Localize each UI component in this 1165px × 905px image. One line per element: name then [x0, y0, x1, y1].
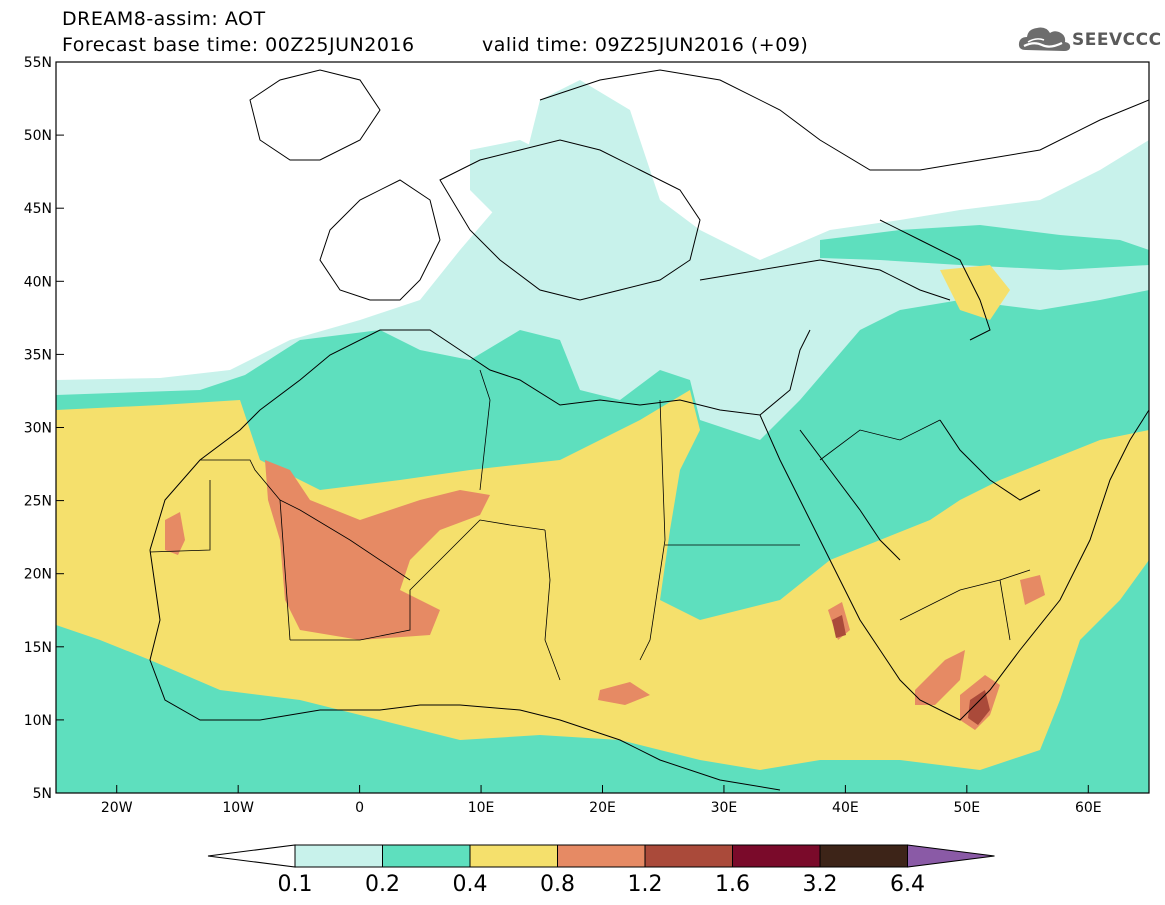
lon-tick-label: 10E [468, 800, 495, 816]
aot-band-1.2 [832, 615, 990, 725]
colorbar-level-label: 3.2 [803, 872, 838, 897]
lon-tick-label: 40E [832, 800, 859, 816]
lon-tick-label: 10W [222, 800, 254, 816]
colorbar-cell [732, 844, 821, 868]
seevccc-logo: SEEVCCC [1016, 22, 1161, 58]
lat-tick-label: 5N [33, 786, 52, 802]
lat-axis: 55N 50N 45N 40N 35N 30N 25N 20N 15N 10N 5N [24, 55, 64, 802]
lon-tick-label: 60E [1075, 800, 1102, 816]
logo-text: SEEVCCC [1072, 30, 1162, 50]
colorbar-cell [382, 844, 471, 868]
lat-tick-label: 50N [24, 128, 52, 144]
colorbar-level-label: 0.4 [453, 872, 488, 897]
colorbar-over-arrow [907, 844, 995, 868]
country-borders [149, 369, 1031, 681]
lat-tick-label: 25N [24, 494, 52, 510]
colorbar-cell [469, 844, 558, 868]
colorbar-under-arrow [207, 844, 296, 868]
colorbar-cell [557, 844, 646, 868]
cloud-icon [1018, 27, 1071, 51]
lat-tick-label: 45N [24, 201, 52, 217]
colorbar-level-label: 0.8 [540, 872, 575, 897]
coastlines [149, 69, 1149, 791]
lat-tick-label: 40N [24, 274, 52, 290]
lat-tick-label: 20N [24, 567, 52, 583]
colorbar-level-label: 6.4 [890, 872, 925, 897]
colorbar-cell [294, 844, 383, 868]
lat-tick-label: 35N [24, 347, 52, 363]
lat-tick-label: 55N [24, 55, 52, 71]
aot-field [56, 62, 1149, 793]
colorbar-cell [644, 844, 733, 868]
forecast-base-time: Forecast base time: 00Z25JUN2016 [62, 34, 415, 56]
aot-band-0.4 [56, 265, 1149, 770]
map-title: DREAM8-assim: AOT [62, 8, 266, 30]
lon-tick-label: 20W [101, 800, 133, 816]
lon-axis: 20W 10W 0 10E 20E 30E 40E 50E 60E [101, 785, 1102, 816]
colorbar-level-label: 0.2 [365, 872, 400, 897]
lon-tick-label: 50E [953, 800, 980, 816]
lat-tick-label: 30N [24, 421, 52, 437]
lat-tick-label: 10N [24, 713, 52, 729]
lat-tick-label: 15N [24, 640, 52, 656]
colorbar-level-label: 1.6 [715, 872, 750, 897]
lon-tick-label: 0 [355, 800, 364, 816]
colorbar-cell [819, 844, 908, 868]
colorbar-level-label: 1.2 [628, 872, 663, 897]
lon-tick-label: 20E [589, 800, 616, 816]
colorbar-level-label: 0.1 [278, 872, 313, 897]
valid-time: valid time: 09Z25JUN2016 (+09) [482, 34, 809, 56]
lon-tick-label: 30E [711, 800, 738, 816]
